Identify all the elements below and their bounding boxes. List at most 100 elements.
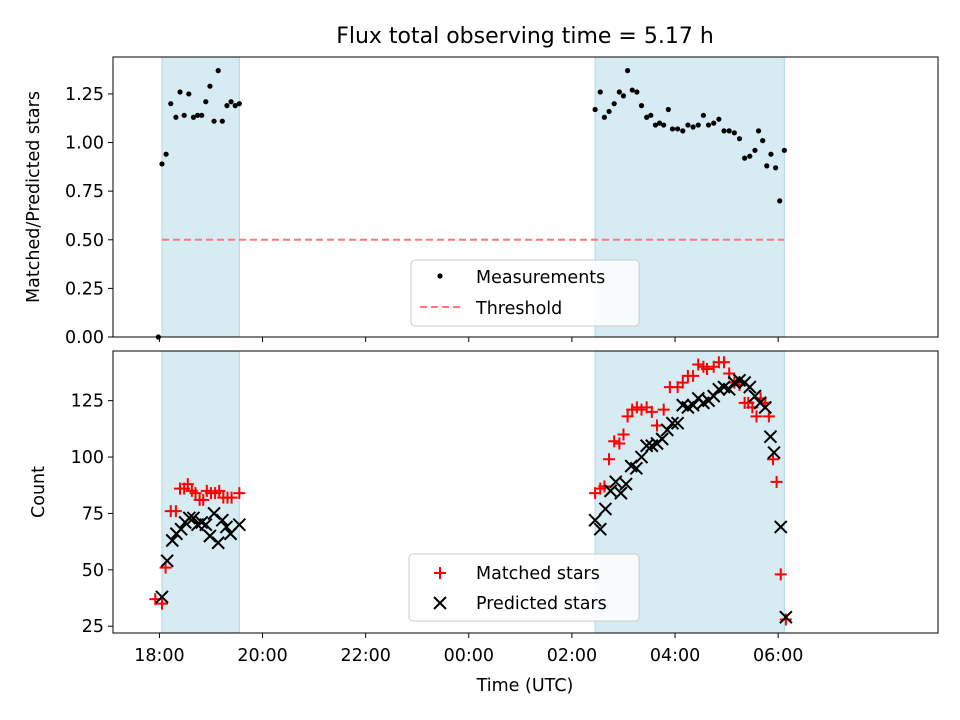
measurements-point (747, 153, 753, 159)
matched-stars-point (603, 453, 616, 466)
measurements-point (760, 138, 766, 144)
measurements-point (675, 126, 681, 132)
measurements-point (690, 124, 696, 130)
count-legend-box (408, 553, 640, 622)
predicted-stars-point (603, 484, 618, 498)
measurements-point (168, 101, 174, 107)
matched-stars-point (701, 363, 713, 376)
predicted-stars-point (211, 536, 225, 550)
count-y-axis-label: Count (29, 466, 49, 518)
predicted-stars-point (758, 400, 772, 415)
matched-stars-point (650, 419, 663, 432)
ratio-y-axis-label: Matched/Predicted stars (24, 91, 44, 303)
measurements-point (695, 122, 701, 128)
measurements-point (648, 112, 654, 118)
measurements-point (656, 120, 663, 126)
predicted-stars-point (609, 475, 623, 489)
predicted-stars-point (779, 610, 793, 624)
measurements-point (752, 147, 758, 153)
measurements-point (629, 87, 635, 93)
predicted-stars-point (215, 513, 230, 527)
ratio-plot-frame (112, 56, 939, 338)
ratio-legend: Measurements Threshold (410, 259, 640, 327)
measurements-point (700, 112, 706, 118)
measurements-point (772, 165, 779, 171)
measurements-point (669, 126, 676, 132)
matched-stars-point (762, 410, 775, 423)
measurements-point (781, 147, 787, 153)
measurements-point (181, 112, 187, 118)
predicted-stars-point (763, 430, 778, 444)
predicted-stars-point (670, 416, 685, 430)
measurements-point (173, 114, 179, 120)
measurements-point (680, 128, 686, 134)
count-legend: Matched stars Predicted stars (408, 553, 640, 622)
matched-stars-point (779, 613, 792, 626)
measurements-point (199, 112, 205, 118)
measurements-point (163, 151, 169, 157)
measurements-point (219, 118, 225, 124)
measurements-point (616, 89, 622, 95)
predicted-stars-point (614, 486, 628, 500)
measurements-point (705, 122, 712, 128)
matched-stars-point (197, 493, 210, 506)
measurements-point (755, 128, 762, 134)
predicted-stars-point (774, 520, 788, 534)
measurements-point (661, 122, 667, 128)
matched-legend-marker (434, 567, 446, 579)
measurements-legend-marker (437, 273, 443, 279)
matched-stars-point (613, 437, 626, 450)
matched-stars-point (774, 568, 787, 581)
x-tick-label: 22:00 (340, 646, 390, 666)
predicted-stars-point (639, 439, 654, 453)
measurements-point (638, 103, 645, 109)
predicted-legend-label: Predicted stars (476, 594, 607, 614)
measurements-point (620, 93, 627, 99)
predicted-stars-point (203, 529, 217, 543)
measurements-point (644, 114, 650, 120)
predicted-stars-point (165, 533, 180, 548)
x-tick-label: 20:00 (237, 646, 287, 666)
predicted-stars-point (155, 590, 169, 604)
measurements-point (716, 116, 722, 122)
measurements-point (731, 130, 737, 136)
matched-stars-point (598, 480, 611, 493)
measurements-point (592, 106, 598, 113)
y-tick-label: 25 (82, 617, 104, 637)
matched-stars-point (657, 403, 670, 416)
y-tick-label: 50 (82, 561, 104, 581)
predicted-stars-point (629, 461, 644, 476)
measurements-point (652, 122, 659, 128)
predicted-stars-point (767, 445, 781, 460)
matched-stars-point (676, 376, 689, 389)
measurements-point (194, 112, 201, 118)
matched-stars-point (608, 435, 621, 448)
x-tick-label: 02:00 (547, 646, 597, 666)
y-tick-label: 75 (82, 504, 104, 524)
predicted-stars-point (686, 398, 700, 412)
matched-stars-point (617, 428, 630, 441)
measurements-point (207, 83, 213, 89)
x-tick-label: 06:00 (753, 646, 803, 666)
measurements-point (685, 122, 691, 128)
measurements-point (597, 89, 603, 95)
predicted-stars-point (174, 522, 188, 536)
predicted-stars-point (660, 423, 675, 437)
measurements-point (742, 155, 748, 161)
measurements-point (721, 128, 727, 134)
measurements-point (186, 91, 192, 97)
measurements-point (232, 103, 238, 109)
x-tick-label: 00:00 (444, 646, 494, 666)
matched-stars-point (767, 453, 779, 466)
predicted-stars-point (748, 389, 762, 403)
measurements-point (624, 68, 631, 74)
measurements-point (606, 108, 612, 115)
measurements-point (736, 136, 743, 142)
y-tick-label: 100 (71, 448, 104, 468)
matched-stars-point (233, 487, 246, 500)
matched-stars-point (750, 410, 763, 423)
predicted-stars-point (655, 432, 669, 446)
y-tick-label: 0.75 (65, 182, 104, 202)
measurements-point (665, 106, 671, 113)
measurements-point (215, 68, 221, 74)
